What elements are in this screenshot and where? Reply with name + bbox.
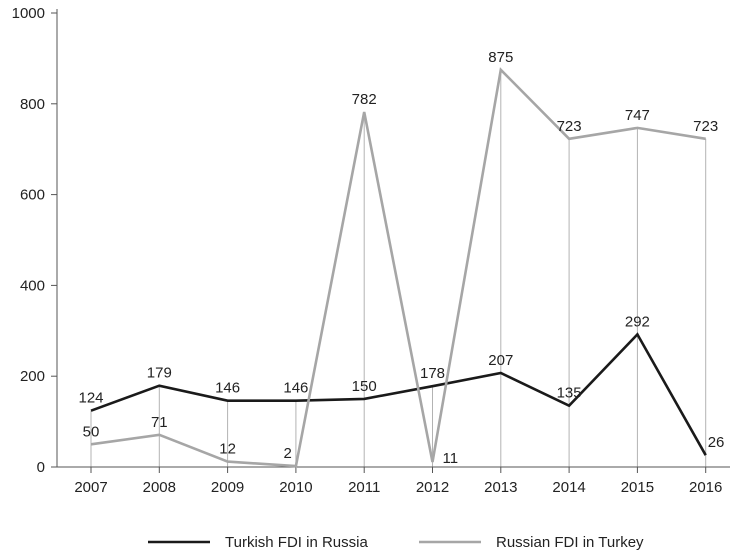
data-label-s1-2014: 135 bbox=[557, 385, 582, 402]
y-tick-label-800: 800 bbox=[20, 96, 45, 113]
data-label-s2-2007: 50 bbox=[83, 423, 100, 440]
data-label-s2-2015: 747 bbox=[625, 107, 650, 124]
data-label-s1-2008: 179 bbox=[147, 365, 172, 382]
x-tick-label-2014: 2014 bbox=[552, 479, 585, 496]
series-line-russian-fdi-in-turkey bbox=[90, 67, 706, 468]
vertical-drop-lines bbox=[90, 69, 707, 467]
data-label-s1-2013: 207 bbox=[488, 352, 513, 369]
axes bbox=[56, 9, 730, 468]
x-tick-label-2016: 2016 bbox=[689, 479, 722, 496]
legend-label-2: Russian FDI in Turkey bbox=[496, 534, 644, 551]
x-tick-label-2010: 2010 bbox=[279, 479, 312, 496]
x-tick-label-2013: 2013 bbox=[484, 479, 517, 496]
data-label-s2-2013: 875 bbox=[488, 49, 513, 66]
legend: Turkish FDI in Russia Russian FDI in Turk… bbox=[148, 534, 644, 551]
data-label-s2-2009: 12 bbox=[219, 441, 236, 458]
y-tick-label-400: 400 bbox=[20, 277, 45, 294]
y-tick-label-1000: 1000 bbox=[12, 5, 45, 22]
data-label-s2-2012: 11 bbox=[443, 450, 459, 467]
x-tick-label-2012: 2012 bbox=[416, 479, 449, 496]
data-label-s1-2016: 26 bbox=[708, 434, 725, 451]
series-lines bbox=[90, 67, 707, 468]
y-axis-ticks: 0 200 400 600 800 1000 bbox=[12, 5, 57, 476]
data-label-s2-2008: 71 bbox=[151, 414, 168, 431]
y-tick-label-0: 0 bbox=[37, 459, 45, 476]
data-label-s2-2014: 723 bbox=[557, 118, 582, 135]
series-line-turkish-fdi-in-russia bbox=[90, 332, 707, 456]
data-label-s2-2011: 782 bbox=[352, 91, 377, 108]
data-label-s1-2012: 178 bbox=[420, 365, 445, 382]
y-tick-label-200: 200 bbox=[20, 368, 45, 385]
data-label-s1-2007: 124 bbox=[78, 390, 103, 407]
legend-label-1: Turkish FDI in Russia bbox=[225, 534, 368, 551]
data-label-s2-2010: 2 bbox=[284, 445, 292, 462]
x-tick-label-2008: 2008 bbox=[143, 479, 176, 496]
x-tick-label-2015: 2015 bbox=[621, 479, 654, 496]
data-label-s1-2015: 292 bbox=[625, 313, 650, 330]
data-label-s1-2010: 146 bbox=[283, 380, 308, 397]
data-labels: 124 179 146 146 150 178 207 135 292 26 50 71 12 2 782 1… bbox=[78, 49, 724, 467]
x-axis-ticks: 2007 2008 2009 2010 2011 2012 2013 2014 2015 2016 bbox=[74, 467, 722, 496]
data-label-s1-2009: 146 bbox=[215, 380, 240, 397]
x-tick-label-2011: 2011 bbox=[348, 479, 380, 496]
data-label-s1-2011: 150 bbox=[352, 378, 377, 395]
x-tick-label-2009: 2009 bbox=[211, 479, 244, 496]
data-label-s2-2016: 723 bbox=[693, 118, 718, 135]
y-tick-label-600: 600 bbox=[20, 187, 45, 204]
x-tick-label-2007: 2007 bbox=[74, 479, 107, 496]
